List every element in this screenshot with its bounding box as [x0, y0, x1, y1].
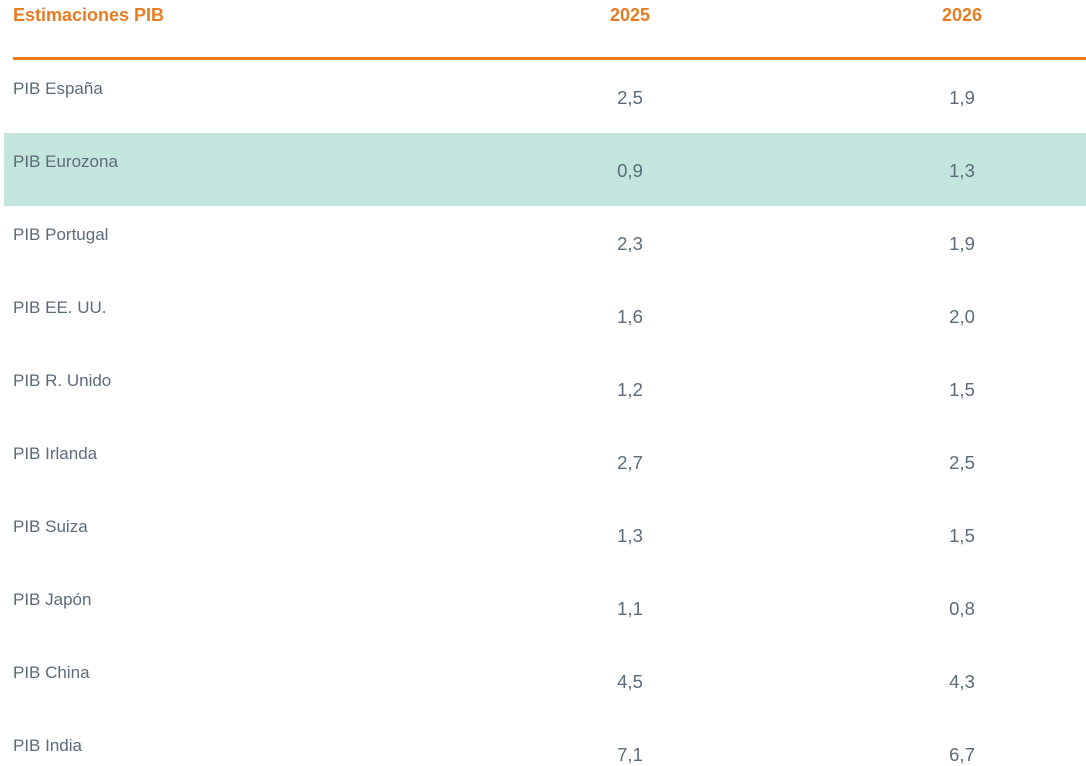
table-row: PIB India 7,1 6,7: [0, 717, 1086, 766]
value-2025: 2,3: [617, 233, 643, 254]
table-row: PIB China 4,5 4,3: [0, 644, 1086, 717]
value-2025: 0,9: [617, 160, 643, 181]
value-2025: 1,6: [617, 306, 643, 327]
row-label: PIB Eurozona: [13, 152, 118, 171]
table-row: PIB R. Unido 1,2 1,5: [0, 352, 1086, 425]
row-label: PIB R. Unido: [13, 371, 112, 390]
row-label: PIB EE. UU.: [13, 298, 107, 317]
table-body: PIB España 2,5 1,9 PIB Eurozona 0,9 1,3 …: [0, 60, 1086, 766]
row-label: PIB España: [13, 79, 103, 98]
value-2026: 1,9: [949, 233, 975, 254]
value-2025: 1,1: [617, 598, 643, 619]
value-2026: 2,5: [949, 452, 975, 473]
table-row: PIB Eurozona 0,9 1,3: [0, 133, 1086, 206]
value-2025: 2,7: [617, 452, 643, 473]
table-row: PIB España 2,5 1,9: [0, 60, 1086, 133]
table-row: PIB Japón 1,1 0,8: [0, 571, 1086, 644]
value-2026: 1,3: [949, 160, 975, 181]
value-2026: 6,7: [949, 744, 975, 765]
value-2026: 2,0: [949, 306, 975, 327]
row-label: PIB China: [13, 663, 90, 682]
table-row: PIB Portugal 2,3 1,9: [0, 206, 1086, 279]
table-row: PIB EE. UU. 1,6 2,0: [0, 279, 1086, 352]
value-2025: 1,2: [617, 379, 643, 400]
table-header-row: Estimaciones PIB 2025 2026: [0, 0, 1086, 57]
row-label: PIB Irlanda: [13, 444, 98, 463]
value-2025: 1,3: [617, 525, 643, 546]
row-label: PIB Suiza: [13, 517, 88, 536]
table-row: PIB Irlanda 2,7 2,5: [0, 425, 1086, 498]
value-2026: 0,8: [949, 598, 975, 619]
value-2025: 7,1: [617, 744, 643, 765]
value-2026: 1,9: [949, 87, 975, 108]
row-label: PIB Japón: [13, 590, 92, 609]
row-label: PIB Portugal: [13, 225, 109, 244]
table-title: Estimaciones PIB: [13, 5, 165, 25]
column-header-2026: 2026: [941, 5, 983, 25]
value-2025: 2,5: [617, 87, 643, 108]
table-row: PIB Suiza 1,3 1,5: [0, 498, 1086, 571]
column-header-2025: 2025: [609, 5, 651, 25]
value-2026: 1,5: [949, 379, 975, 400]
header-divider: [13, 57, 1086, 60]
row-label: PIB India: [13, 736, 82, 755]
value-2025: 4,5: [617, 671, 643, 692]
value-2026: 4,3: [949, 671, 975, 692]
value-2026: 1,5: [949, 525, 975, 546]
